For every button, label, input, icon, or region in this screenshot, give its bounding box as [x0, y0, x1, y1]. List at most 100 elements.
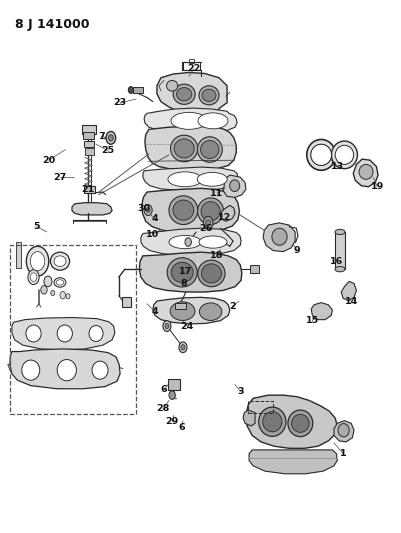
Ellipse shape	[56, 280, 63, 285]
Circle shape	[108, 135, 113, 141]
Circle shape	[180, 345, 184, 350]
Ellipse shape	[291, 414, 308, 432]
Circle shape	[203, 216, 213, 229]
Text: 25: 25	[101, 146, 114, 155]
Circle shape	[44, 276, 52, 287]
Circle shape	[168, 391, 175, 399]
Polygon shape	[139, 252, 241, 292]
Bar	[84, 185, 95, 193]
Polygon shape	[12, 318, 115, 350]
Ellipse shape	[50, 252, 69, 270]
Circle shape	[51, 290, 55, 296]
Bar	[81, 125, 95, 134]
Text: 26: 26	[198, 224, 212, 233]
Ellipse shape	[197, 172, 227, 186]
Circle shape	[66, 294, 70, 299]
Ellipse shape	[198, 236, 227, 248]
Circle shape	[184, 238, 191, 246]
Ellipse shape	[200, 141, 219, 159]
Ellipse shape	[330, 141, 356, 168]
Ellipse shape	[54, 278, 66, 287]
Bar	[85, 149, 93, 155]
Circle shape	[30, 273, 36, 281]
Ellipse shape	[200, 201, 220, 221]
Text: 11: 11	[210, 189, 223, 198]
Bar	[182, 62, 199, 70]
Circle shape	[164, 324, 168, 329]
Bar	[133, 87, 143, 93]
Polygon shape	[141, 228, 241, 255]
Polygon shape	[152, 297, 229, 324]
Polygon shape	[249, 450, 336, 474]
Ellipse shape	[198, 86, 219, 105]
Ellipse shape	[26, 325, 41, 342]
Ellipse shape	[54, 256, 66, 266]
Ellipse shape	[166, 80, 177, 91]
Ellipse shape	[22, 360, 40, 380]
Polygon shape	[10, 349, 120, 389]
Bar	[248, 401, 272, 413]
Ellipse shape	[334, 266, 344, 272]
Circle shape	[205, 220, 210, 226]
Text: 16: 16	[329, 257, 342, 265]
Ellipse shape	[201, 89, 215, 101]
Ellipse shape	[271, 228, 286, 245]
Ellipse shape	[167, 258, 197, 287]
Text: 2: 2	[228, 302, 235, 311]
Polygon shape	[245, 395, 336, 448]
Ellipse shape	[201, 264, 221, 283]
Text: 8: 8	[180, 279, 187, 288]
Ellipse shape	[171, 262, 193, 282]
Ellipse shape	[173, 84, 195, 104]
Ellipse shape	[197, 260, 225, 287]
Ellipse shape	[176, 87, 191, 101]
Text: 3: 3	[237, 387, 243, 396]
Ellipse shape	[258, 407, 285, 437]
Text: 8 J 141000: 8 J 141000	[15, 18, 89, 31]
Ellipse shape	[57, 325, 72, 342]
Text: 22: 22	[187, 64, 200, 73]
Ellipse shape	[198, 113, 227, 129]
Ellipse shape	[287, 410, 312, 437]
Text: 15: 15	[305, 316, 318, 325]
Circle shape	[144, 205, 152, 215]
Bar	[188, 59, 193, 63]
Bar	[122, 297, 131, 307]
Text: 21: 21	[81, 185, 94, 194]
Circle shape	[162, 321, 170, 332]
Ellipse shape	[334, 229, 344, 235]
Polygon shape	[243, 410, 255, 426]
Polygon shape	[143, 167, 237, 190]
Text: 23: 23	[113, 98, 126, 107]
Circle shape	[146, 207, 150, 213]
Polygon shape	[333, 421, 353, 442]
Text: 19: 19	[370, 182, 383, 191]
Text: 1: 1	[339, 449, 346, 458]
Circle shape	[30, 252, 45, 271]
Polygon shape	[144, 126, 236, 169]
Ellipse shape	[334, 146, 353, 165]
Ellipse shape	[197, 137, 222, 163]
Text: 6: 6	[178, 423, 184, 432]
Ellipse shape	[172, 200, 193, 220]
Text: 30: 30	[137, 204, 150, 213]
Text: 4: 4	[151, 307, 158, 316]
Polygon shape	[340, 281, 356, 301]
Polygon shape	[352, 159, 377, 187]
Text: 6: 6	[160, 385, 167, 394]
Text: 4: 4	[151, 214, 158, 223]
Ellipse shape	[170, 135, 197, 162]
Text: 7: 7	[99, 132, 105, 141]
Bar	[10, 245, 136, 414]
Text: 17: 17	[179, 268, 192, 276]
Text: 28: 28	[156, 405, 169, 414]
Ellipse shape	[199, 303, 221, 320]
Circle shape	[26, 246, 49, 276]
Text: 14: 14	[344, 296, 357, 305]
Text: 29: 29	[165, 417, 178, 426]
Ellipse shape	[306, 140, 335, 170]
Polygon shape	[310, 303, 332, 320]
Text: 18: 18	[210, 252, 223, 260]
Circle shape	[128, 87, 133, 93]
Ellipse shape	[174, 139, 194, 158]
